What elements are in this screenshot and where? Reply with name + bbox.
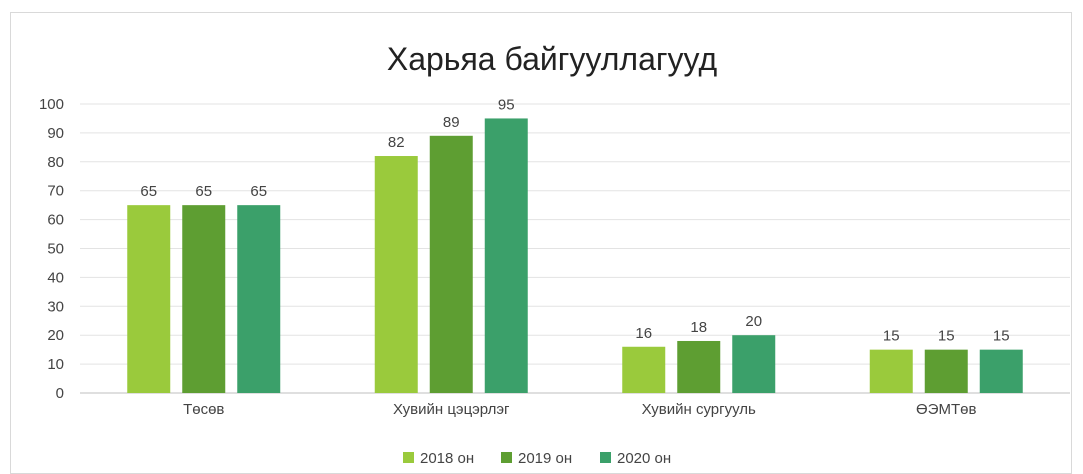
bar — [622, 346, 666, 393]
y-tick-label: 20 — [47, 327, 64, 344]
data-label: 95 — [498, 96, 515, 113]
data-label: 18 — [690, 319, 707, 336]
y-tick-label: 40 — [47, 269, 64, 286]
y-tick-label: 30 — [47, 298, 64, 315]
x-tick-label: Хувийн цэцэрлэг — [393, 401, 510, 418]
data-label: 82 — [388, 134, 405, 151]
x-tick-label: Төсөв — [183, 401, 224, 418]
y-tick-label: 10 — [47, 356, 64, 373]
y-tick-label: 60 — [47, 212, 64, 229]
legend-swatch — [403, 452, 414, 463]
y-tick-label: 80 — [47, 154, 64, 171]
chart-title: Харьяа байгууллагууд — [387, 41, 718, 77]
y-axis: 0 10 20 30 40 50 60 70 80 90 100 — [39, 96, 64, 402]
bar — [924, 349, 968, 393]
x-axis: Төсөв Хувийн цэцэрлэг Хувийн сургууль ӨЭМТө… — [183, 401, 976, 418]
bar — [677, 340, 721, 393]
data-label: 65 — [140, 183, 157, 200]
data-label: 15 — [938, 328, 955, 345]
y-tick-label: 50 — [47, 241, 64, 258]
data-label: 65 — [195, 183, 212, 200]
data-label: 15 — [993, 328, 1010, 345]
bar — [732, 335, 776, 393]
legend: 2018 он 2019 он 2020 он — [403, 450, 671, 467]
x-tick-label: ӨЭМТөв — [916, 401, 976, 418]
bar — [237, 205, 281, 393]
legend-label: 2019 он — [518, 450, 572, 467]
bar — [374, 156, 418, 393]
y-tick-label: 70 — [47, 183, 64, 200]
bar — [484, 118, 528, 393]
legend-swatch — [600, 452, 611, 463]
data-labels: 65 65 65 82 89 95 16 18 20 15 15 15 — [140, 96, 1009, 344]
legend-label: 2018 он — [420, 450, 474, 467]
bar — [429, 135, 473, 394]
data-label: 15 — [883, 328, 900, 345]
bar — [979, 349, 1023, 393]
y-tick-label: 100 — [39, 96, 64, 113]
data-label: 16 — [635, 325, 652, 342]
data-label: 20 — [745, 313, 762, 330]
bar — [182, 205, 226, 393]
data-label: 65 — [250, 183, 267, 200]
legend-label: 2020 он — [617, 450, 671, 467]
y-tick-label: 0 — [56, 385, 64, 402]
bars — [127, 118, 1023, 394]
y-tick-label: 90 — [47, 125, 64, 142]
data-label: 89 — [443, 114, 460, 131]
x-tick-label: Хувийн сургууль — [642, 401, 756, 418]
bar — [869, 349, 913, 393]
bar — [127, 205, 171, 393]
legend-swatch — [501, 452, 512, 463]
gridlines — [80, 103, 1070, 394]
